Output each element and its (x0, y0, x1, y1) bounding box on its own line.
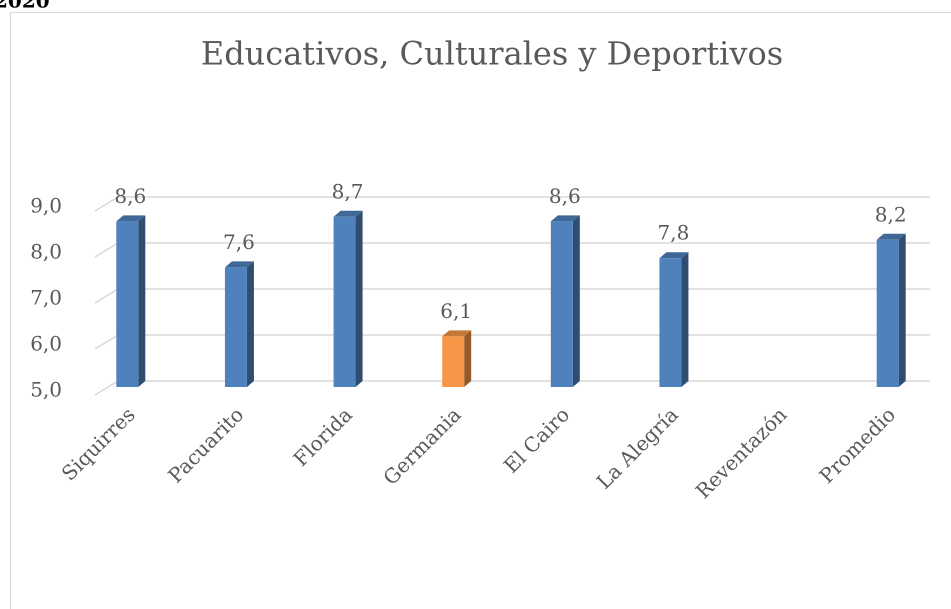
bar-top (659, 252, 689, 259)
x-tick-label: Siquirres (57, 402, 140, 485)
bar-top (224, 261, 254, 268)
data-label: 8,2 (875, 202, 907, 226)
chart-title: Educativos, Culturales y Deportivos (201, 35, 783, 73)
bar-side (572, 215, 580, 387)
bar-top (876, 233, 906, 240)
bar-top (333, 210, 363, 217)
chart-border (10, 12, 951, 609)
grid-line (94, 380, 930, 396)
bar (224, 267, 247, 387)
data-label: 8,6 (114, 184, 146, 208)
bar-side (681, 252, 689, 387)
bar-side (138, 215, 146, 387)
bar-top (442, 330, 472, 337)
bar-side (898, 233, 906, 387)
header-fragment: 2020 (0, 0, 50, 13)
data-label: 6,1 (440, 299, 472, 323)
bar-top (550, 215, 580, 222)
y-tick-label: 6,0 (30, 332, 62, 356)
y-tick-label: 5,0 (30, 378, 62, 402)
grid-line (94, 334, 930, 350)
bar (116, 221, 139, 387)
x-tick-label: El Cairo (499, 402, 574, 477)
x-tick-label: La Alegría (592, 402, 683, 493)
x-tick-label: Reventazón (691, 402, 792, 503)
data-label: 8,6 (549, 184, 581, 208)
bar-side (464, 330, 472, 387)
bar (550, 221, 573, 387)
bar (659, 258, 682, 387)
x-tick-label: Germania (378, 402, 465, 489)
bar-side (246, 261, 254, 387)
x-tick-label: Pacuarito (163, 402, 248, 487)
y-tick-label: 8,0 (30, 240, 62, 264)
data-label: 8,7 (332, 179, 364, 203)
y-tick-label: 9,0 (30, 194, 62, 218)
bar (876, 239, 899, 387)
bar (333, 216, 356, 387)
x-tick-label: Florida (288, 402, 357, 471)
x-tick-label: Promedio (814, 402, 900, 488)
bar (442, 336, 465, 387)
grid-line (94, 196, 930, 212)
data-label: 7,6 (223, 230, 255, 254)
bar-top (116, 215, 146, 222)
grid-line (94, 242, 930, 258)
data-label: 7,8 (658, 221, 690, 245)
y-tick-label: 7,0 (30, 286, 62, 310)
grid-line (94, 288, 930, 304)
bar-side (355, 210, 363, 387)
